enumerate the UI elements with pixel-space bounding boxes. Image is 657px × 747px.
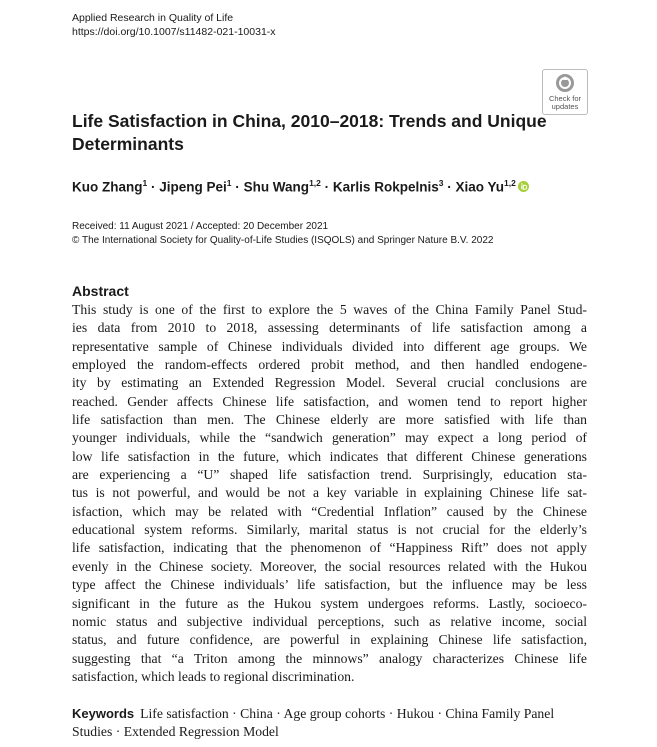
abstract-line: status, and future confidence, are power… <box>72 632 587 648</box>
abstract-line: significant in the future as the Hukou s… <box>72 595 587 611</box>
abstract-line: younger individuals, while the “sandwich… <box>72 430 587 446</box>
abstract-line: isfaction, which may be related with “Cr… <box>72 503 587 519</box>
affiliation: 3 <box>438 178 444 188</box>
badge-icon <box>556 74 574 92</box>
abstract-line: representative sample of Chinese individ… <box>72 338 587 354</box>
affiliation: 1,2 <box>309 178 321 188</box>
keyword: China Family Panel Studies <box>72 706 555 739</box>
separator: · <box>447 179 452 195</box>
badge-text: updates <box>551 102 579 111</box>
separator: · <box>276 706 281 721</box>
abstract-line: employed the random-effects ordered prob… <box>72 357 587 373</box>
journal-header: Applied Research in Quality of Life http… <box>72 11 276 39</box>
abstract: This study is one of the first to explor… <box>72 301 587 686</box>
abstract-line: low life satisfaction in the future, whi… <box>72 448 587 464</box>
abstract-line: educational system reforms. Similarly, m… <box>72 522 587 538</box>
author-name[interactable]: Jipeng Pei <box>159 179 227 195</box>
separator: · <box>235 179 240 195</box>
title-line: Determinants <box>72 134 184 154</box>
affiliation: 1 <box>226 178 232 188</box>
keywords: Keywords Life satisfaction · China · Age … <box>72 705 572 741</box>
keyword: Age group cohorts <box>283 706 386 721</box>
check-updates-badge[interactable]: Check for updates <box>542 69 588 115</box>
keyword: Extended Regression Model <box>123 724 279 739</box>
keyword: Life satisfaction <box>140 706 229 721</box>
dates: Received: 11 August 2021 / Accepted: 20 … <box>72 221 329 232</box>
abstract-line: evenly in the Chinese society. Moreover,… <box>72 558 587 574</box>
abstract-line: ies data from 2010 to 2018, assessing de… <box>72 320 587 336</box>
abstract-line: nomic status and subjective individual p… <box>72 613 587 629</box>
separator: · <box>437 706 442 721</box>
separator: · <box>232 706 237 721</box>
abstract-line: reached. Gender affects Chinese life sat… <box>72 393 587 409</box>
author-name[interactable]: Shu Wang <box>243 179 310 195</box>
copyright: © The International Society for Quality-… <box>72 234 494 246</box>
author-name[interactable]: Karlis Rokpelnis <box>332 179 439 195</box>
keyword: Hukou <box>396 706 435 721</box>
doi[interactable]: https://doi.org/10.1007/s11482-021-10031… <box>72 26 276 38</box>
abstract-line: suggesting that “a Triton among the minn… <box>72 650 587 666</box>
authors: Kuo Zhang1 · Jipeng Pei1 · Shu Wang1,2 ·… <box>72 178 529 195</box>
keyword: China <box>240 706 273 721</box>
abstract-line: satisfaction, which leads to regional di… <box>72 668 355 684</box>
keywords-label: Keywords <box>72 706 135 721</box>
separator: · <box>115 724 121 739</box>
abstract-line: ity by estimating an Extended Regression… <box>72 375 587 391</box>
orcid-icon[interactable] <box>517 180 529 192</box>
abstract-line: life satisfaction than men. The Chinese … <box>72 412 587 428</box>
abstract-line: type affect the Chinese individuals’ lif… <box>72 577 587 593</box>
title: Life Satisfaction in China, 2010–2018: T… <box>72 110 547 156</box>
journal-name: Applied Research in Quality of Life <box>72 12 234 24</box>
abstract-heading: Abstract <box>72 283 129 299</box>
abstract-line: This study is one of the first to explor… <box>72 302 587 317</box>
affiliation: 1,2 <box>504 178 516 188</box>
separator: · <box>388 706 394 721</box>
abstract-line: tus is not powerful, and would be not a … <box>72 485 587 501</box>
author-name[interactable]: Kuo Zhang <box>72 179 143 195</box>
separator: · <box>324 179 330 195</box>
badge-text: Check for <box>548 94 582 103</box>
title-line: Life Satisfaction in China, 2010–2018: T… <box>72 111 547 131</box>
abstract-line: life satisfaction, indicating that the p… <box>72 540 587 556</box>
dates-block: Received: 11 August 2021 / Accepted: 20 … <box>72 220 493 247</box>
abstract-line: are experiencing a “U” shaped life satis… <box>72 467 587 483</box>
author-name[interactable]: Xiao Yu <box>455 179 505 195</box>
separator: · <box>151 179 156 195</box>
affiliation: 1 <box>142 178 148 188</box>
